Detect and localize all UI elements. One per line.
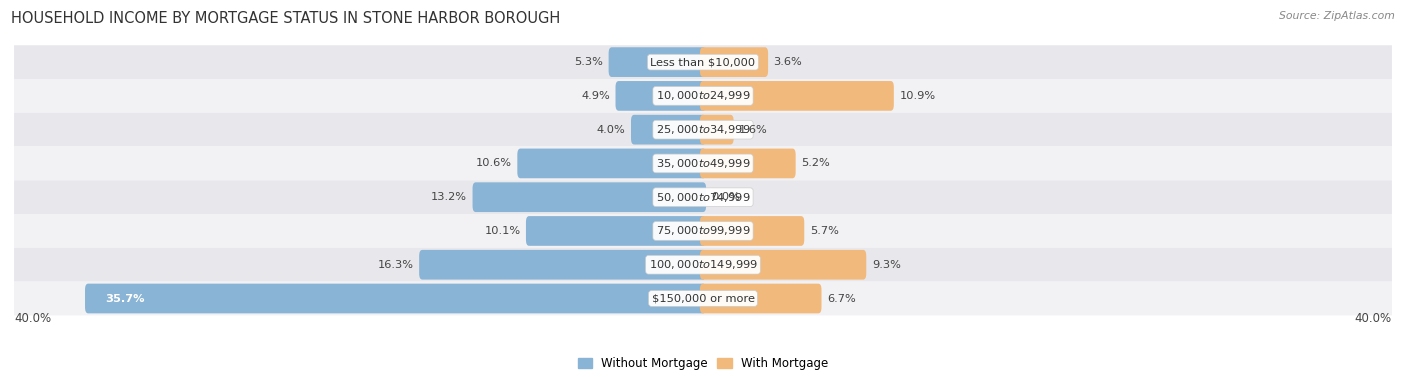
Text: 4.9%: 4.9%: [581, 91, 610, 101]
Text: $50,000 to $74,999: $50,000 to $74,999: [655, 191, 751, 204]
Text: 6.7%: 6.7%: [827, 294, 856, 303]
Text: 4.0%: 4.0%: [596, 125, 626, 135]
Text: $100,000 to $149,999: $100,000 to $149,999: [648, 258, 758, 271]
FancyBboxPatch shape: [14, 113, 1392, 147]
FancyBboxPatch shape: [14, 214, 1392, 248]
Text: 35.7%: 35.7%: [105, 294, 145, 303]
FancyBboxPatch shape: [14, 147, 1392, 180]
Text: 16.3%: 16.3%: [378, 260, 413, 270]
FancyBboxPatch shape: [700, 115, 734, 144]
FancyBboxPatch shape: [472, 182, 706, 212]
FancyBboxPatch shape: [84, 284, 706, 313]
Text: 5.3%: 5.3%: [574, 57, 603, 67]
FancyBboxPatch shape: [517, 149, 706, 178]
Text: 10.9%: 10.9%: [900, 91, 935, 101]
FancyBboxPatch shape: [14, 282, 1392, 316]
Text: 1.6%: 1.6%: [740, 125, 768, 135]
FancyBboxPatch shape: [700, 47, 768, 77]
FancyBboxPatch shape: [14, 180, 1392, 214]
FancyBboxPatch shape: [700, 81, 894, 111]
Text: 40.0%: 40.0%: [1355, 311, 1392, 325]
Text: 5.2%: 5.2%: [801, 158, 830, 169]
FancyBboxPatch shape: [14, 248, 1392, 282]
Text: $150,000 or more: $150,000 or more: [651, 294, 755, 303]
Text: $25,000 to $34,999: $25,000 to $34,999: [655, 123, 751, 136]
FancyBboxPatch shape: [526, 216, 706, 246]
FancyBboxPatch shape: [616, 81, 706, 111]
Text: 40.0%: 40.0%: [14, 311, 51, 325]
Text: 3.6%: 3.6%: [773, 57, 803, 67]
Text: 0.0%: 0.0%: [711, 192, 741, 202]
Legend: Without Mortgage, With Mortgage: Without Mortgage, With Mortgage: [574, 352, 832, 375]
Text: Less than $10,000: Less than $10,000: [651, 57, 755, 67]
Text: 9.3%: 9.3%: [872, 260, 901, 270]
FancyBboxPatch shape: [700, 284, 821, 313]
FancyBboxPatch shape: [700, 250, 866, 280]
Text: $10,000 to $24,999: $10,000 to $24,999: [655, 89, 751, 103]
FancyBboxPatch shape: [419, 250, 706, 280]
Text: Source: ZipAtlas.com: Source: ZipAtlas.com: [1279, 11, 1395, 21]
Text: 10.1%: 10.1%: [484, 226, 520, 236]
Text: 13.2%: 13.2%: [432, 192, 467, 202]
FancyBboxPatch shape: [631, 115, 706, 144]
Text: $75,000 to $99,999: $75,000 to $99,999: [655, 224, 751, 238]
Text: $35,000 to $49,999: $35,000 to $49,999: [655, 157, 751, 170]
FancyBboxPatch shape: [609, 47, 706, 77]
Text: 10.6%: 10.6%: [475, 158, 512, 169]
Text: 5.7%: 5.7%: [810, 226, 838, 236]
Text: HOUSEHOLD INCOME BY MORTGAGE STATUS IN STONE HARBOR BOROUGH: HOUSEHOLD INCOME BY MORTGAGE STATUS IN S…: [11, 11, 561, 26]
FancyBboxPatch shape: [14, 45, 1392, 79]
FancyBboxPatch shape: [700, 149, 796, 178]
FancyBboxPatch shape: [14, 79, 1392, 113]
FancyBboxPatch shape: [700, 216, 804, 246]
